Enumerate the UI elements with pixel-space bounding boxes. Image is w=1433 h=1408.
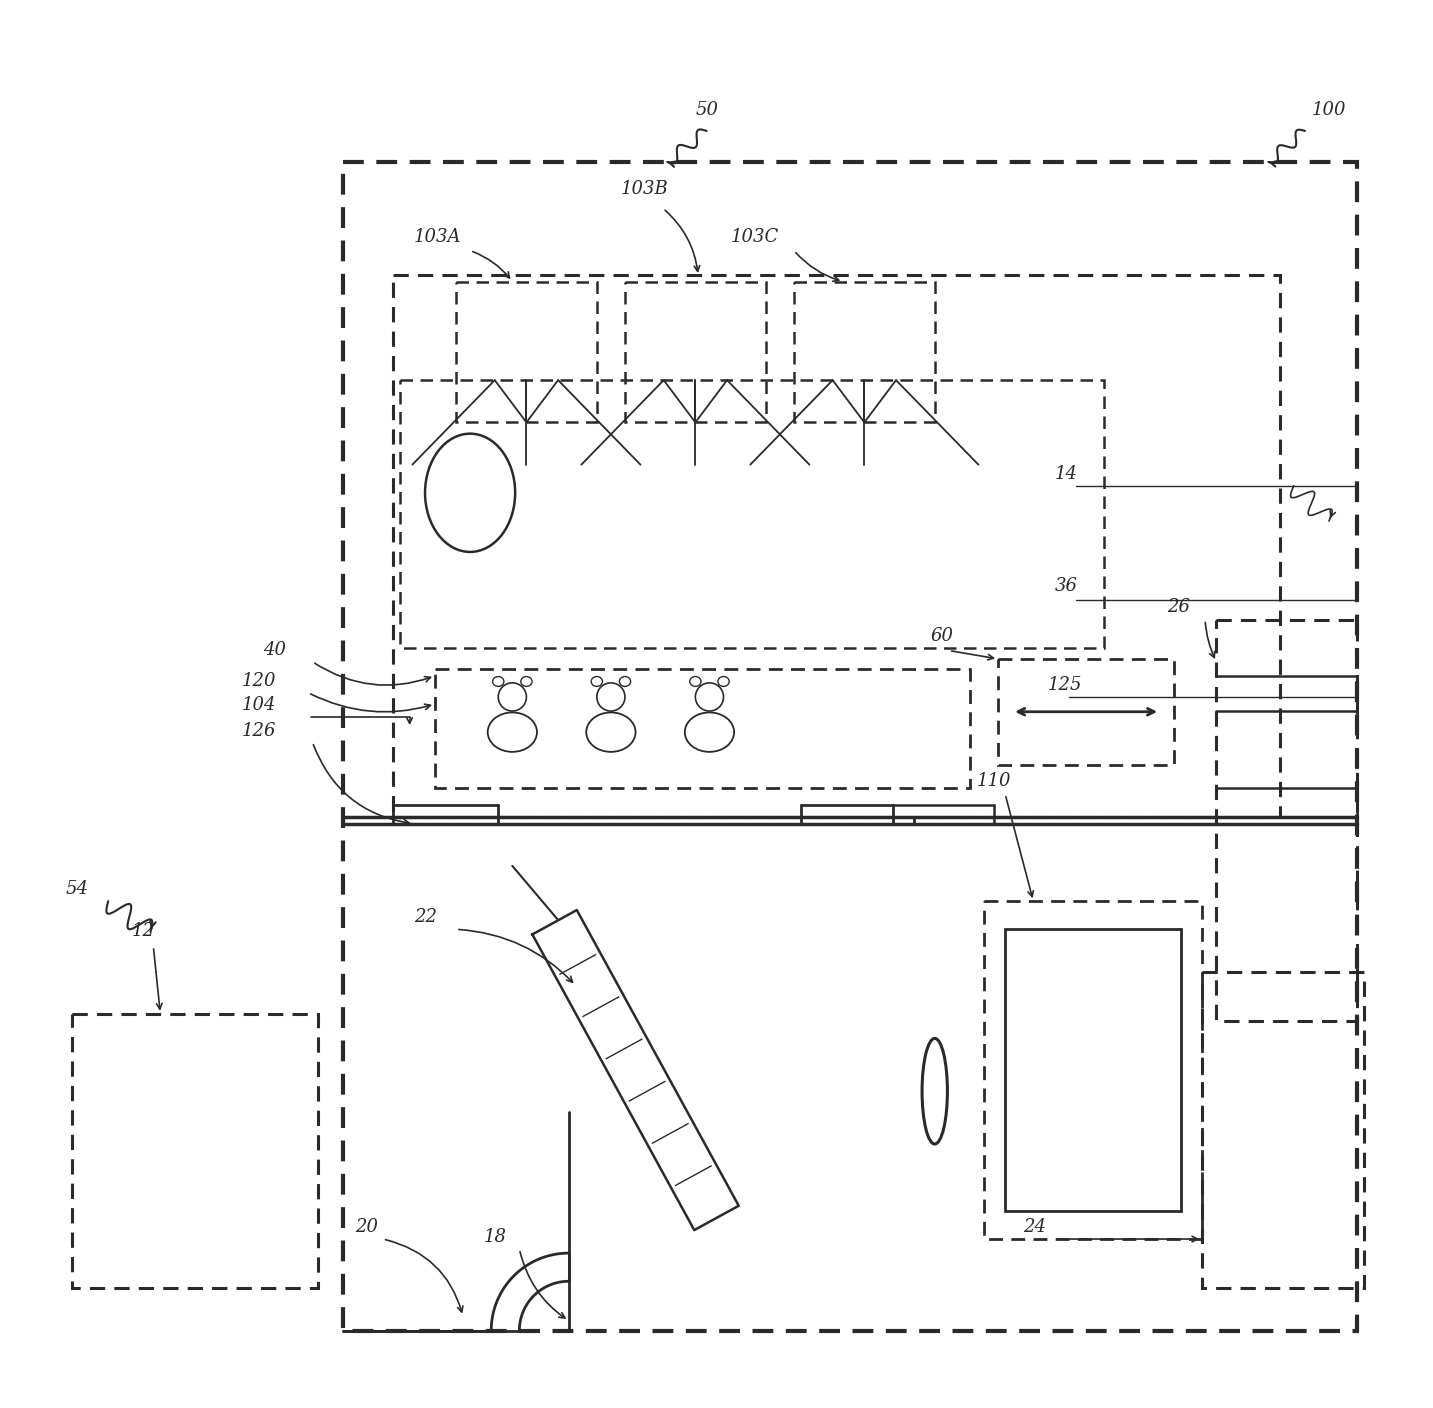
Text: 36: 36 <box>1055 577 1078 596</box>
Text: 120: 120 <box>242 672 277 690</box>
Text: 50: 50 <box>695 101 718 120</box>
Bar <box>1005 929 1181 1211</box>
Text: 103C: 103C <box>731 228 778 246</box>
Bar <box>1202 972 1364 1288</box>
Bar <box>400 380 1103 648</box>
Text: 104: 104 <box>242 696 277 714</box>
Text: 54: 54 <box>66 880 89 898</box>
Bar <box>1217 620 1357 1021</box>
Text: 14: 14 <box>1055 465 1078 483</box>
Text: 100: 100 <box>1313 101 1347 120</box>
Text: 110: 110 <box>977 772 1012 790</box>
Text: 12: 12 <box>132 922 155 941</box>
Bar <box>794 282 934 422</box>
Text: 20: 20 <box>354 1218 378 1236</box>
Text: 22: 22 <box>414 908 437 926</box>
Text: 24: 24 <box>1023 1218 1046 1236</box>
Text: 40: 40 <box>264 641 287 659</box>
Bar <box>344 162 1357 1331</box>
Bar <box>625 282 765 422</box>
Bar <box>434 669 970 788</box>
Text: 26: 26 <box>1166 598 1189 617</box>
Bar <box>999 659 1174 765</box>
Bar <box>984 901 1202 1239</box>
Text: 125: 125 <box>1048 676 1082 694</box>
Bar <box>72 1014 318 1288</box>
Text: 103A: 103A <box>414 228 461 246</box>
Text: 126: 126 <box>242 722 277 741</box>
Bar <box>456 282 596 422</box>
Polygon shape <box>532 910 739 1231</box>
Text: 103B: 103B <box>620 180 669 199</box>
Text: 18: 18 <box>484 1228 507 1246</box>
Bar <box>393 275 1280 817</box>
Text: 60: 60 <box>930 627 953 645</box>
